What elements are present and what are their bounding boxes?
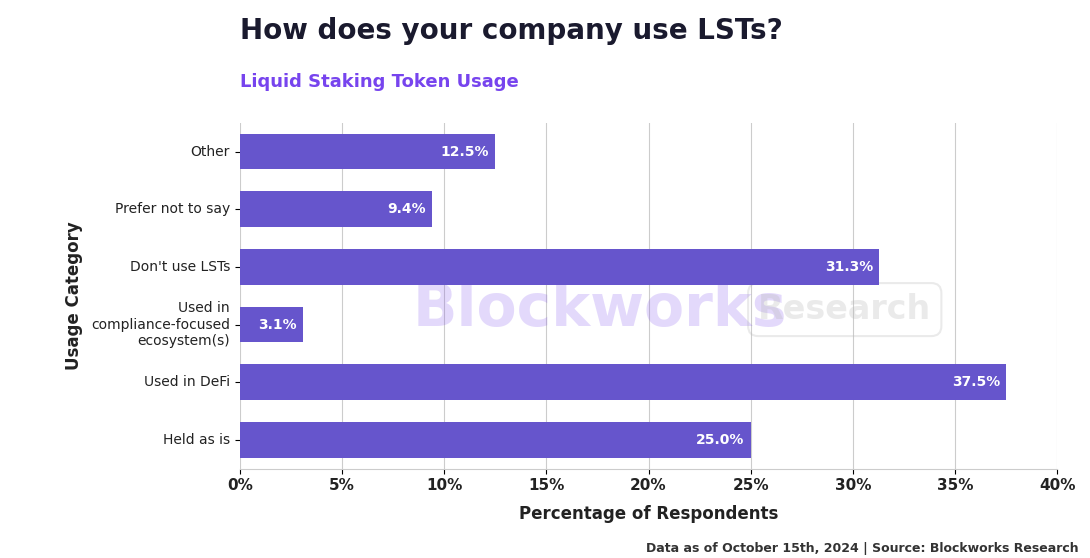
Text: 37.5%: 37.5%	[952, 375, 1001, 389]
X-axis label: Percentage of Respondents: Percentage of Respondents	[519, 504, 778, 522]
Text: 3.1%: 3.1%	[258, 318, 296, 331]
Bar	[240, 249, 880, 285]
Y-axis label: Usage Category: Usage Category	[64, 222, 83, 370]
Bar	[240, 134, 495, 170]
Text: 25.0%: 25.0%	[697, 433, 744, 447]
Text: Data as of October 15th, 2024 | Source: Blockworks Research: Data as of October 15th, 2024 | Source: …	[646, 542, 1079, 555]
Text: 9.4%: 9.4%	[387, 202, 426, 217]
Text: 31.3%: 31.3%	[825, 260, 873, 274]
Text: How does your company use LSTs?: How does your company use LSTs?	[240, 17, 783, 45]
Text: Blockworks: Blockworks	[412, 281, 787, 338]
Bar	[240, 191, 432, 227]
Bar	[240, 307, 303, 343]
Bar	[240, 422, 751, 458]
Bar	[240, 364, 1006, 400]
Text: Research: Research	[759, 293, 931, 326]
Text: Liquid Staking Token Usage: Liquid Staking Token Usage	[240, 73, 519, 90]
Text: 12.5%: 12.5%	[440, 145, 489, 158]
